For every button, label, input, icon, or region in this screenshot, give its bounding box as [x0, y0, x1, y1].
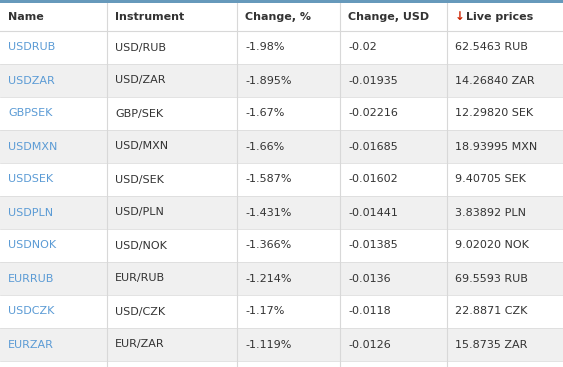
Text: 62.5463 RUB: 62.5463 RUB [455, 43, 528, 52]
Text: -0.02216: -0.02216 [348, 109, 398, 119]
Text: -1.431%: -1.431% [245, 207, 292, 218]
Bar [0, 3, 563, 31]
Text: -0.01385: -0.01385 [348, 240, 397, 251]
Text: -0.0126: -0.0126 [348, 339, 391, 349]
Text: -0.01685: -0.01685 [348, 142, 397, 152]
Text: USD/CZK: USD/CZK [115, 306, 165, 316]
Text: -1.17%: -1.17% [245, 306, 284, 316]
Text: -1.895%: -1.895% [245, 76, 292, 86]
Text: USD/ZAR: USD/ZAR [115, 76, 166, 86]
Text: EURZAR: EURZAR [8, 339, 54, 349]
Bar [0, 97, 563, 130]
Text: USDPLN: USDPLN [8, 207, 53, 218]
Text: GBPSEK: GBPSEK [8, 109, 52, 119]
Text: Change, %: Change, % [245, 12, 311, 22]
Text: -1.587%: -1.587% [245, 174, 292, 185]
Text: EUR/ZAR: EUR/ZAR [115, 339, 164, 349]
Bar [0, 130, 563, 163]
Bar [0, 295, 563, 328]
Text: 22.8871 CZK: 22.8871 CZK [455, 306, 528, 316]
Bar [0, 262, 563, 295]
Text: USDZAR: USDZAR [8, 76, 55, 86]
Text: 14.26840 ZAR: 14.26840 ZAR [455, 76, 535, 86]
Text: -0.0118: -0.0118 [348, 306, 391, 316]
Text: EURRUB: EURRUB [8, 273, 55, 283]
Text: -0.0136: -0.0136 [348, 273, 391, 283]
Text: -0.01602: -0.01602 [348, 174, 397, 185]
Bar [0, 31, 563, 64]
Text: 9.02020 NOK: 9.02020 NOK [455, 240, 529, 251]
Text: -1.214%: -1.214% [245, 273, 292, 283]
Text: Change, USD: Change, USD [348, 12, 429, 22]
Text: 18.93995 MXN: 18.93995 MXN [455, 142, 537, 152]
Text: Name: Name [8, 12, 44, 22]
Text: USD/NOK: USD/NOK [115, 240, 167, 251]
Bar [0, 328, 563, 361]
Text: 3.83892 PLN: 3.83892 PLN [455, 207, 526, 218]
Text: -0.01441: -0.01441 [348, 207, 398, 218]
Text: ↓: ↓ [455, 11, 465, 23]
Text: -1.67%: -1.67% [245, 109, 284, 119]
Text: USD/PLN: USD/PLN [115, 207, 164, 218]
Text: USDCZK: USDCZK [8, 306, 55, 316]
Text: -1.66%: -1.66% [245, 142, 284, 152]
Text: -1.119%: -1.119% [245, 339, 292, 349]
Text: USDSEK: USDSEK [8, 174, 53, 185]
Text: USDNOK: USDNOK [8, 240, 56, 251]
Bar [0, 64, 563, 97]
Text: USD/MXN: USD/MXN [115, 142, 168, 152]
Bar [0, 163, 563, 196]
Bar [0, 0, 563, 3]
Text: -1.98%: -1.98% [245, 43, 284, 52]
Text: USDRUB: USDRUB [8, 43, 55, 52]
Bar [0, 229, 563, 262]
Text: USDMXN: USDMXN [8, 142, 57, 152]
Text: 69.5593 RUB: 69.5593 RUB [455, 273, 528, 283]
Text: USD/SEK: USD/SEK [115, 174, 164, 185]
Text: -1.366%: -1.366% [245, 240, 291, 251]
Text: EUR/RUB: EUR/RUB [115, 273, 165, 283]
Text: Live prices: Live prices [466, 12, 533, 22]
Text: Instrument: Instrument [115, 12, 184, 22]
Text: 15.8735 ZAR: 15.8735 ZAR [455, 339, 528, 349]
Text: 9.40705 SEK: 9.40705 SEK [455, 174, 526, 185]
Text: 12.29820 SEK: 12.29820 SEK [455, 109, 533, 119]
Text: -0.02: -0.02 [348, 43, 377, 52]
Text: -0.01935: -0.01935 [348, 76, 397, 86]
Bar [0, 196, 563, 229]
Text: USD/RUB: USD/RUB [115, 43, 166, 52]
Text: GBP/SEK: GBP/SEK [115, 109, 163, 119]
